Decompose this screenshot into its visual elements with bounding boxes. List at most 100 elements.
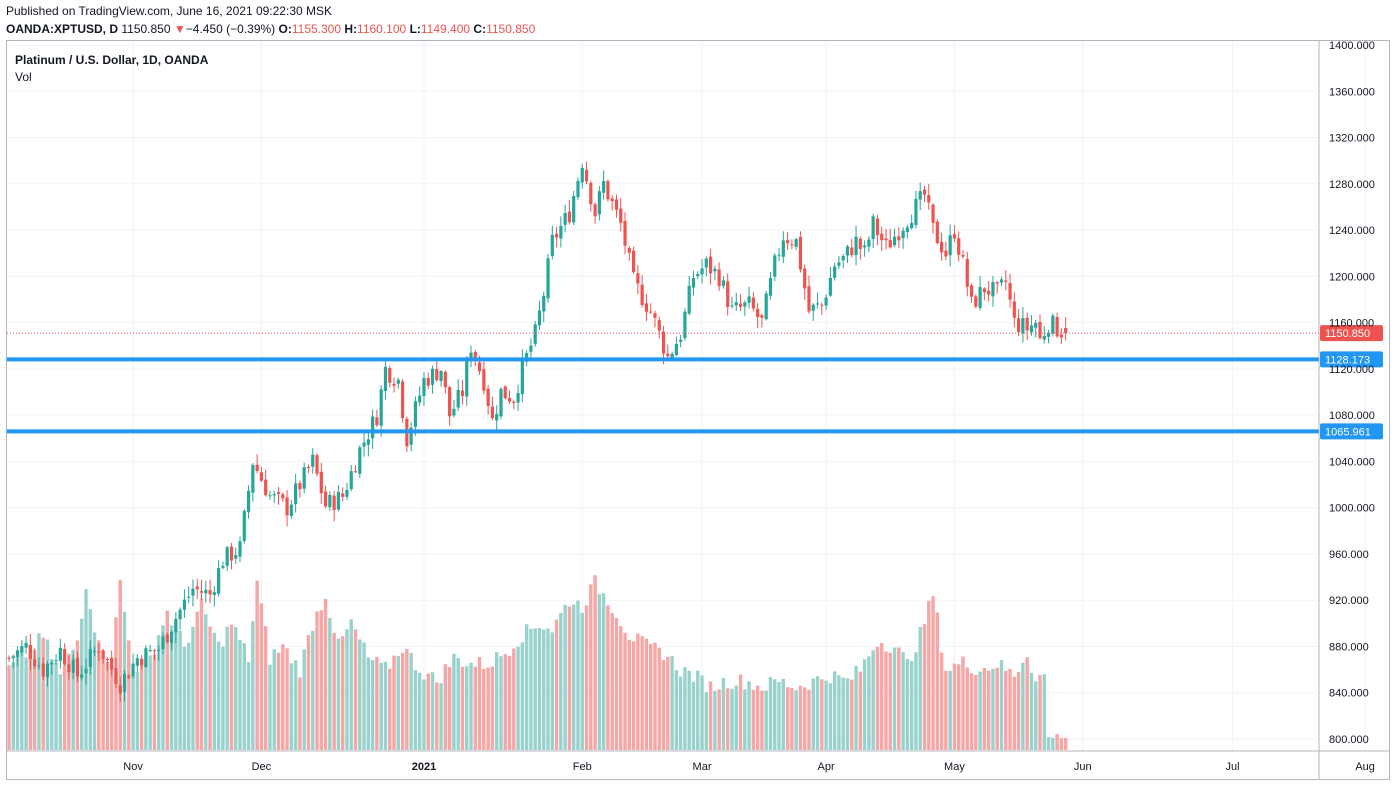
volume-bar <box>657 647 661 750</box>
volume-bar <box>272 649 276 750</box>
candle-body <box>1029 325 1034 333</box>
volume-bar <box>319 610 323 750</box>
candle-body <box>841 255 845 261</box>
candle-body <box>388 368 392 383</box>
volume-bar <box>67 653 71 750</box>
volume-bar <box>661 659 666 750</box>
candle-body <box>533 324 537 344</box>
volume-bar <box>328 617 332 750</box>
candle-body <box>140 658 144 666</box>
x-tick-label: Feb <box>573 761 592 773</box>
volume-bar <box>486 667 490 750</box>
volume-bar <box>593 575 597 750</box>
candle-body <box>1051 315 1055 334</box>
volume-bar <box>623 632 627 750</box>
candle-body <box>28 644 32 659</box>
candle-body <box>341 493 345 497</box>
candle-body <box>148 649 152 651</box>
volume-bar <box>229 624 234 750</box>
candle-body <box>589 182 593 205</box>
candle-body <box>242 511 246 541</box>
volume-bar <box>447 666 452 750</box>
candle-body <box>430 368 435 385</box>
volume-bar <box>37 633 41 750</box>
volume-bar <box>469 662 473 750</box>
candle-body <box>935 221 939 244</box>
volume-bar <box>841 677 845 750</box>
candle-body <box>499 388 503 417</box>
volume-bar <box>837 675 841 750</box>
candle-body <box>443 371 447 388</box>
candle-body <box>593 204 597 217</box>
candle-body <box>700 268 704 275</box>
candle-body <box>880 233 884 241</box>
candle-body <box>734 302 738 306</box>
y-tick-label: 1240.000 <box>1329 225 1375 237</box>
candle-body <box>803 268 807 289</box>
candle-body <box>63 649 67 664</box>
candle-body <box>217 567 221 594</box>
candle-body <box>165 634 169 642</box>
candle-body <box>251 464 255 493</box>
volume-bar <box>499 656 503 750</box>
volume-bar <box>105 662 110 750</box>
candle-body <box>995 282 999 284</box>
candle-body <box>721 280 726 286</box>
volume-bar <box>161 625 165 750</box>
volume-bar <box>503 654 507 750</box>
volume-bar <box>914 652 918 750</box>
published-note: Published on TradingView.com, June 16, 2… <box>6 4 332 18</box>
candle-body <box>666 353 670 357</box>
volume-bar <box>738 674 743 750</box>
volume-bar <box>798 685 803 750</box>
volume-bar <box>858 671 863 750</box>
volume-bar <box>101 657 105 750</box>
volume-bar <box>999 660 1004 750</box>
volume-bar <box>1029 672 1034 750</box>
candle-body <box>572 196 576 223</box>
horizontal-lines[interactable]: 1150.850 1128.173 1065.961 <box>7 325 1383 440</box>
candle-body <box>914 198 918 225</box>
candle-body <box>375 417 379 426</box>
volume-bar <box>640 636 644 750</box>
x-tick-label: Jun <box>1074 761 1092 773</box>
last-price-label: 1150.850 <box>1325 328 1370 340</box>
volume-bar <box>862 659 867 750</box>
candle-body <box>75 657 80 677</box>
volume-bar <box>627 639 632 750</box>
candle-body <box>768 277 773 296</box>
volume-bar <box>751 689 756 750</box>
candle-body <box>730 305 734 307</box>
volume-bar <box>696 670 700 750</box>
candle-body <box>127 675 131 678</box>
volume-bar <box>606 605 610 750</box>
volume-bar <box>358 639 362 750</box>
volume-bar <box>529 628 533 750</box>
candle-body <box>20 646 24 653</box>
volume-bar <box>516 646 520 750</box>
candle-body <box>644 303 649 312</box>
candle-body <box>610 198 614 202</box>
candle-body <box>33 659 37 666</box>
volume-bar <box>212 632 217 750</box>
chart-legend-title[interactable]: Platinum / U.S. Dollar, 1D, OANDA <box>15 53 209 67</box>
volume-bar <box>550 632 555 750</box>
volume-indicator-label[interactable]: Vol <box>15 70 32 84</box>
candle-body <box>811 304 815 311</box>
volume-bar <box>559 612 563 750</box>
candle-body <box>751 297 755 309</box>
volume-bar <box>276 652 281 750</box>
volume-bar <box>619 626 623 750</box>
volume-bar <box>892 647 897 750</box>
volume-bar <box>674 670 679 750</box>
candle-body <box>965 258 969 287</box>
candle-body <box>503 386 507 399</box>
candle-body <box>828 277 832 296</box>
volume-bar <box>238 639 242 750</box>
volume-bar <box>216 641 221 750</box>
candle-body <box>824 297 828 306</box>
y-tick-label: 1040.000 <box>1329 456 1375 468</box>
volume-bar <box>730 688 734 750</box>
candle-body <box>131 663 135 677</box>
